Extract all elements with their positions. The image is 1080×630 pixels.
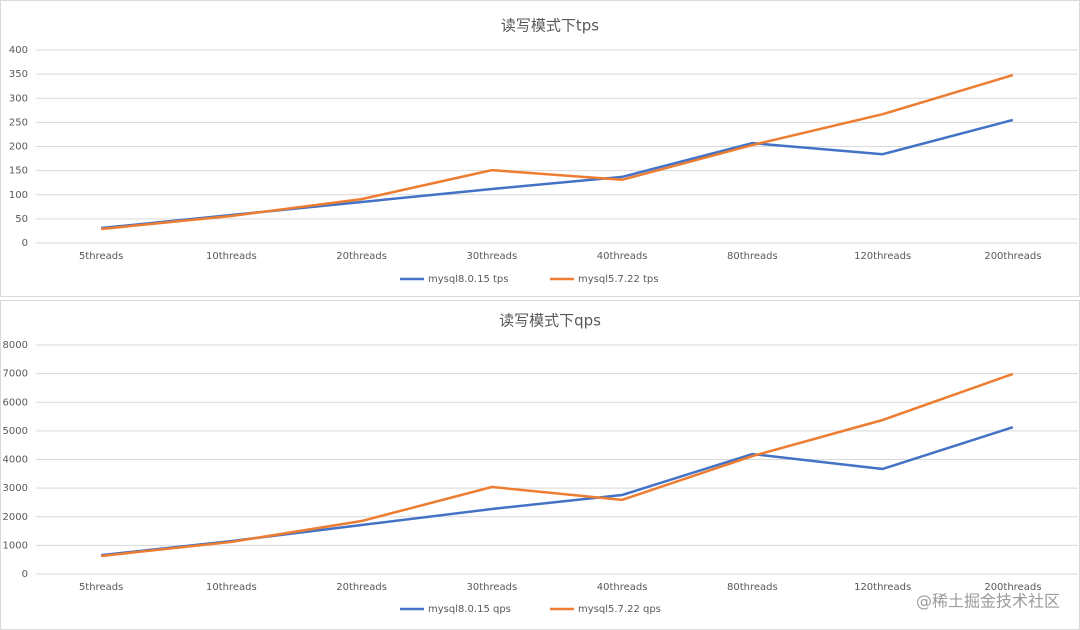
x-tick-label: 30threads	[467, 251, 518, 262]
y-tick-label: 5000	[3, 426, 28, 437]
y-tick-label: 200	[9, 142, 28, 153]
y-tick-label: 3000	[3, 483, 28, 494]
legend-label: mysql5.7.22 qps	[578, 604, 661, 615]
chart-title: 读写模式下qps	[499, 312, 601, 330]
x-tick-label: 30threads	[467, 582, 518, 593]
y-tick-label: 0	[22, 238, 28, 249]
data-line	[100, 372, 1014, 558]
x-tick-label: 10threads	[206, 251, 257, 262]
y-tick-label: 1000	[3, 540, 28, 551]
x-tick-label: 5threads	[79, 582, 123, 593]
x-tick-label: 40threads	[597, 251, 648, 262]
x-tick-label: 10threads	[206, 582, 257, 593]
chart-title: 读写模式下tps	[501, 17, 599, 35]
y-tick-label: 7000	[3, 369, 28, 380]
x-tick-label: 80threads	[727, 251, 778, 262]
legend-label: mysql8.0.15 tps	[428, 274, 508, 285]
x-tick-label: 20threads	[336, 582, 387, 593]
y-tick-label: 250	[9, 117, 28, 128]
y-tick-label: 6000	[3, 397, 28, 408]
x-tick-label: 5threads	[79, 251, 123, 262]
y-tick-label: 100	[9, 190, 28, 201]
y-tick-label: 50	[15, 214, 28, 225]
x-tick-label: 20threads	[336, 251, 387, 262]
x-tick-label: 120threads	[854, 251, 911, 262]
y-tick-label: 4000	[3, 455, 28, 466]
x-tick-label: 40threads	[597, 582, 648, 593]
x-tick-label: 200threads	[984, 582, 1041, 593]
y-tick-label: 400	[9, 45, 28, 56]
y-tick-label: 350	[9, 69, 28, 80]
watermark: @稀土掘金技术社区	[916, 592, 1060, 611]
y-tick-label: 2000	[3, 512, 28, 523]
y-tick-label: 0	[22, 569, 28, 580]
y-tick-label: 150	[9, 166, 28, 177]
y-tick-label: 300	[9, 93, 28, 104]
data-line	[101, 73, 1014, 231]
x-tick-label: 200threads	[984, 251, 1041, 262]
legend-label: mysql8.0.15 qps	[428, 604, 511, 615]
x-tick-label: 80threads	[727, 582, 778, 593]
legend-label: mysql5.7.22 tps	[578, 274, 658, 285]
x-tick-label: 120threads	[854, 582, 911, 593]
y-tick-label: 8000	[3, 340, 28, 351]
